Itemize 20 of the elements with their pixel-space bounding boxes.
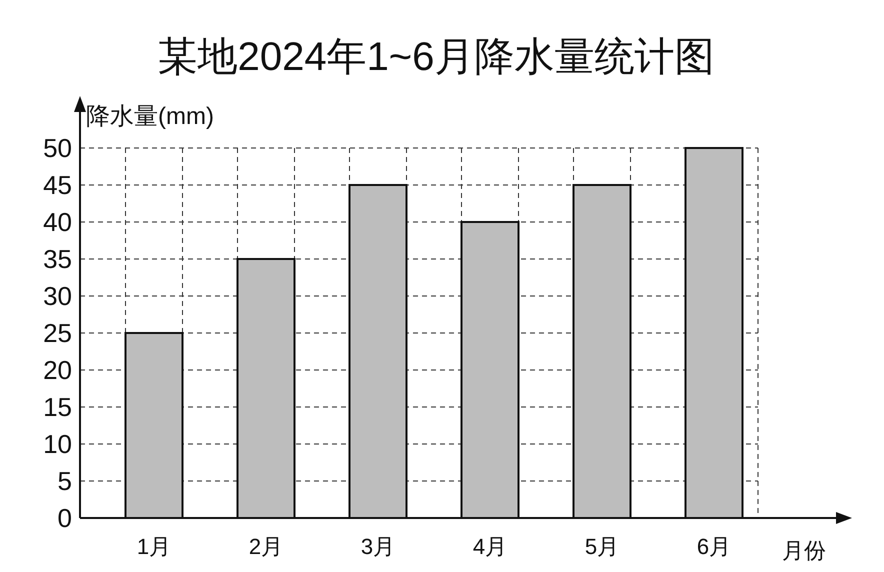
y-tick-label: 10	[43, 429, 72, 459]
y-tick-label: 30	[43, 281, 72, 311]
x-tick-label: 1月	[136, 534, 172, 559]
x-tick-label: 4月	[472, 534, 508, 559]
x-axis-title: 月份	[782, 538, 826, 563]
y-tick-label: 0	[58, 503, 72, 533]
x-tick-label: 5月	[584, 534, 620, 559]
y-tick-label: 35	[43, 244, 72, 274]
y-tick-label: 20	[43, 355, 72, 385]
x-tick-label: 6月	[696, 534, 732, 559]
y-tick-label: 5	[58, 466, 72, 496]
x-tick-label: 3月	[360, 534, 396, 559]
chart-title: 某地2024年1~6月降水量统计图	[158, 35, 714, 79]
y-tick-label: 15	[43, 392, 72, 422]
y-tick-label: 40	[43, 207, 72, 237]
y-tick-label: 25	[43, 318, 72, 348]
x-tick-label: 2月	[248, 534, 284, 559]
y-tick-label: 50	[43, 133, 72, 163]
y-axis-title: 降水量(mm)	[86, 103, 214, 130]
y-tick-label: 45	[43, 170, 72, 200]
